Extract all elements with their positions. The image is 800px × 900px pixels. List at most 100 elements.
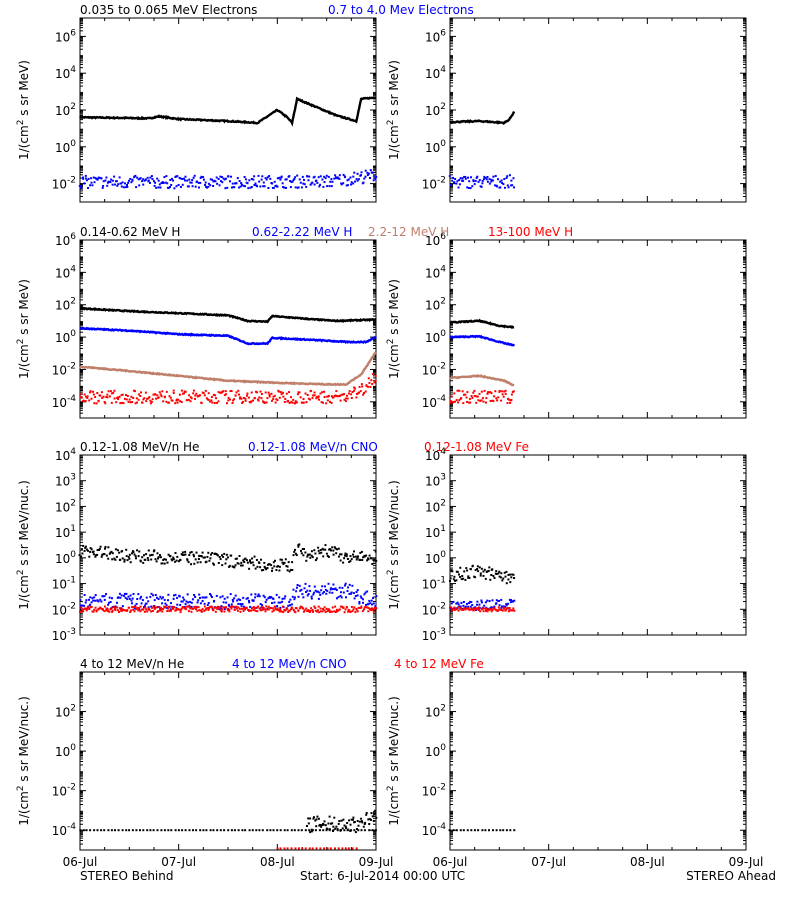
- data-point: [469, 600, 472, 603]
- data-point: [461, 177, 464, 180]
- data-point: [206, 555, 209, 558]
- data-point: [352, 816, 355, 819]
- data-point: [490, 178, 493, 181]
- data-point: [322, 829, 325, 832]
- data-point: [203, 609, 206, 612]
- data-point: [315, 397, 318, 400]
- data-point: [93, 829, 96, 832]
- data-point: [262, 569, 265, 571]
- data-point: [307, 593, 310, 595]
- y-tick-label: 104: [55, 447, 76, 463]
- y-tick-label: 102: [55, 704, 76, 720]
- data-point: [258, 180, 261, 183]
- y-tick-label: 10-4: [422, 822, 447, 838]
- data-point: [139, 610, 142, 613]
- data-point: [311, 847, 314, 850]
- data-point: [349, 611, 352, 613]
- data-point: [85, 607, 88, 610]
- data-point: [372, 597, 375, 599]
- data-point: [167, 605, 170, 608]
- data-point: [210, 396, 213, 398]
- data-point: [131, 597, 134, 600]
- data-point: [346, 179, 349, 182]
- data-point: [450, 606, 452, 609]
- data-point: [353, 386, 356, 389]
- data-point: [371, 815, 374, 818]
- data-point: [449, 577, 452, 580]
- data-point: [265, 605, 268, 608]
- y-tick-label: 10-2: [422, 601, 446, 617]
- series-4-to-12-mev-n-he: [448, 829, 516, 832]
- data-point: [295, 554, 298, 557]
- data-point: [371, 603, 373, 606]
- data-point: [502, 577, 505, 580]
- data-point: [453, 400, 456, 403]
- data-point: [201, 600, 204, 602]
- data-point: [84, 601, 87, 604]
- data-point: [341, 847, 344, 850]
- data-point: [128, 557, 131, 560]
- data-point: [348, 609, 351, 612]
- data-point: [360, 817, 363, 820]
- data-point: [129, 177, 132, 180]
- data-point: [354, 555, 357, 558]
- data-point: [476, 608, 479, 611]
- data-point: [184, 829, 187, 832]
- data-point: [199, 602, 202, 605]
- data-point: [198, 593, 201, 596]
- data-point: [132, 389, 135, 392]
- data-point: [476, 175, 479, 178]
- data-point: [475, 176, 478, 179]
- data-point: [473, 389, 476, 392]
- data-point: [314, 607, 317, 609]
- data-point: [290, 400, 293, 403]
- data-point: [259, 185, 262, 188]
- data-point: [240, 182, 243, 185]
- data-point: [157, 556, 160, 559]
- data-point: [142, 398, 145, 401]
- data-point: [503, 607, 506, 610]
- data-point: [266, 608, 269, 611]
- data-point: [221, 181, 224, 184]
- data-point: [474, 569, 477, 572]
- data-point: [510, 599, 512, 601]
- data-point: [126, 609, 129, 612]
- data-point: [154, 393, 157, 396]
- data-point: [294, 401, 297, 404]
- data-point: [331, 180, 334, 183]
- data-point: [330, 822, 332, 825]
- data-point: [306, 610, 309, 612]
- data-point: [313, 175, 316, 178]
- data-point: [225, 606, 227, 609]
- data-point: [329, 588, 332, 591]
- data-point: [200, 609, 203, 612]
- data-point: [310, 607, 313, 610]
- data-point: [313, 391, 316, 394]
- data-point: [143, 397, 146, 400]
- data-point: [113, 175, 116, 178]
- data-point: [476, 600, 479, 603]
- data-point: [367, 385, 369, 388]
- y-tick-label: 10-2: [52, 361, 76, 377]
- data-point: [358, 391, 361, 394]
- data-point: [111, 552, 114, 555]
- data-point: [128, 829, 131, 832]
- data-point: [310, 554, 313, 557]
- data-point: [306, 175, 309, 178]
- data-point: [151, 398, 154, 401]
- data-point: [284, 398, 287, 400]
- y-tick-label: 10-2: [422, 361, 446, 377]
- data-point: [110, 606, 113, 609]
- data-point: [497, 606, 500, 609]
- data-point: [223, 552, 226, 555]
- data-point: [142, 183, 145, 186]
- data-point: [487, 391, 489, 394]
- data-point: [365, 385, 368, 388]
- data-point: [83, 549, 86, 552]
- data-point: [452, 829, 455, 832]
- data-point: [156, 394, 159, 397]
- data-point: [241, 400, 244, 403]
- data-point: [80, 185, 82, 188]
- data-point: [465, 396, 468, 399]
